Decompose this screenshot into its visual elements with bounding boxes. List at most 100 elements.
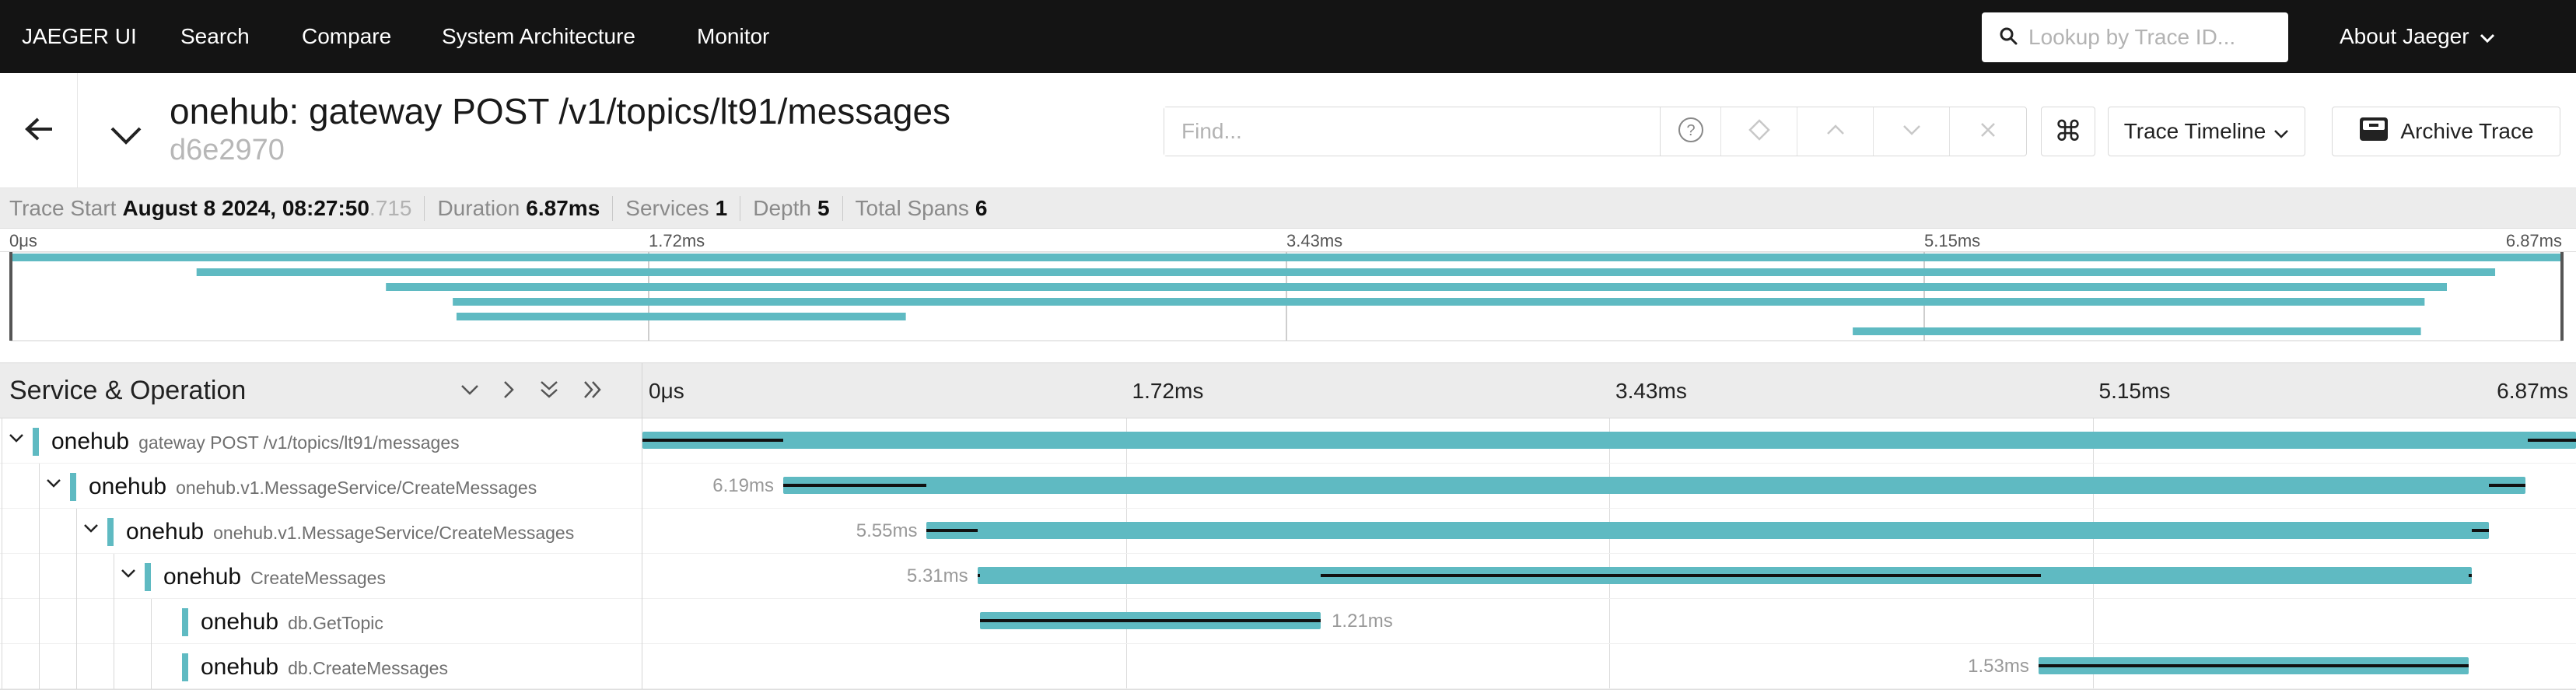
nav-system-architecture[interactable]: System Architecture: [442, 24, 635, 48]
about-jaeger-menu[interactable]: About Jaeger: [2340, 0, 2496, 73]
minimap-span-bar: [453, 298, 2425, 306]
span-row[interactable]: onehub CreateMessages 5.31ms: [0, 554, 2576, 599]
span-self-time-line: [977, 574, 981, 577]
service-name: onehub: [51, 429, 130, 454]
span-toggle[interactable]: [5, 428, 28, 451]
trace-id-lookup[interactable]: [1982, 12, 2288, 62]
indent-guide: [39, 509, 40, 554]
span-row[interactable]: onehub gateway POST /v1/topics/lt91/messa…: [0, 418, 2576, 464]
previous-match-button[interactable]: [1797, 107, 1874, 156]
trace-summary: Trace Start August 8 2024, 08:27:50.715 …: [0, 188, 2576, 229]
span-name-cell: onehub onehub.v1.MessageService/CreateMes…: [0, 464, 642, 509]
minimap-tick-label: 0μs: [9, 231, 37, 250]
next-match-button[interactable]: [1874, 107, 1950, 156]
span-name-cell: onehub gateway POST /v1/topics/lt91/messa…: [0, 418, 642, 464]
span-row[interactable]: onehub onehub.v1.MessageService/CreateMes…: [0, 509, 2576, 554]
span-self-time-line: [2488, 484, 2525, 487]
nav-compare[interactable]: Compare: [302, 24, 392, 48]
span-duration-label: 1.53ms: [1968, 656, 2029, 677]
span-service-operation[interactable]: onehub db.GetTopic: [201, 609, 383, 635]
minimap-tick-label: 6.87ms: [2505, 231, 2562, 250]
about-jaeger-label: About Jaeger: [2340, 24, 2469, 48]
service-name: onehub: [201, 654, 279, 680]
span-row[interactable]: onehub db.CreateMessages 1.53ms: [0, 644, 2576, 689]
brand-link[interactable]: JAEGER UI: [22, 24, 137, 48]
minimap-graph[interactable]: [0, 252, 2576, 347]
span-service-operation[interactable]: onehub gateway POST /v1/topics/lt91/messa…: [51, 429, 460, 455]
archive-trace-label: Archive Trace: [2400, 119, 2534, 143]
minimap-span-bar: [386, 283, 2447, 291]
operation-name: onehub.v1.MessageService/CreateMessages: [213, 523, 575, 543]
collapse-all-button[interactable]: [535, 377, 563, 405]
span-row[interactable]: onehub onehub.v1.MessageService/CreateMes…: [0, 464, 2576, 509]
view-mode-select[interactable]: Trace Timeline: [2108, 107, 2305, 156]
bottom-border: [0, 689, 2576, 700]
chevron-down-icon: [82, 523, 100, 537]
minimap-tick-label: 1.72ms: [649, 231, 705, 250]
span-row[interactable]: onehub db.GetTopic 1.21ms: [0, 599, 2576, 644]
collapse-one-button[interactable]: [456, 377, 484, 405]
span-duration-label: 5.31ms: [906, 565, 968, 586]
span-self-time-line: [2038, 664, 2469, 667]
span-self-time-line: [782, 484, 927, 487]
span-bar[interactable]: [926, 522, 2489, 539]
span-service-operation[interactable]: onehub onehub.v1.MessageService/CreateMes…: [89, 474, 537, 500]
indent-guide: [76, 644, 77, 689]
timeline-tick-label: 5.15ms: [2098, 379, 2171, 403]
span-toggle[interactable]: [117, 563, 140, 586]
total-spans-value: 6: [975, 195, 988, 220]
find-help-button[interactable]: ?: [1661, 107, 1721, 156]
keyboard-shortcuts-button[interactable]: ⌘: [2041, 107, 2095, 156]
span-toggle[interactable]: [42, 473, 65, 496]
services-value: 1: [715, 195, 728, 220]
span-service-operation[interactable]: onehub onehub.v1.MessageService/CreateMes…: [126, 519, 574, 545]
question-circle-icon: ?: [1677, 116, 1705, 148]
span-self-time-line: [2469, 574, 2473, 577]
svg-text:?: ?: [1686, 122, 1695, 139]
span-bar[interactable]: [642, 432, 2576, 449]
find-bar: ?: [1164, 107, 2027, 156]
back-button[interactable]: [0, 73, 78, 188]
chevron-down-icon: [8, 432, 25, 447]
span-service-operation[interactable]: onehub db.CreateMessages: [201, 654, 448, 681]
span-rows: onehub gateway POST /v1/topics/lt91/messa…: [0, 418, 2576, 689]
trace-id-input[interactable]: [2028, 25, 2277, 50]
span-name-cell: onehub CreateMessages: [0, 554, 642, 599]
span-self-time-line: [926, 529, 978, 532]
trace-minimap[interactable]: 0μs 1.72ms 3.43ms 5.15ms 6.87ms: [0, 229, 2576, 347]
services-label: Services: [625, 195, 709, 220]
timeline-header: Service & Operation 0μs 1.72ms 3.43ms 5.15m…: [0, 362, 2576, 419]
expand-one-button[interactable]: [495, 377, 523, 405]
timeline-grid-line: [1125, 418, 1127, 689]
operation-name: gateway POST /v1/topics/lt91/messages: [138, 432, 460, 453]
span-service-operation[interactable]: onehub CreateMessages: [163, 564, 386, 590]
span-self-time-line: [2472, 529, 2489, 532]
span-duration-label: 6.19ms: [712, 475, 774, 496]
collapse-header-button[interactable]: [101, 112, 151, 162]
find-input[interactable]: [1164, 107, 1661, 156]
expand-all-button[interactable]: [579, 377, 607, 405]
span-toggle[interactable]: [79, 518, 103, 541]
indent-guide: [76, 554, 77, 599]
span-self-time-line: [642, 439, 783, 442]
minimap-range-handle[interactable]: [2560, 252, 2564, 341]
chevron-up-icon: [1825, 124, 1846, 140]
indent-guide: [151, 599, 152, 644]
archive-trace-button[interactable]: Archive Trace: [2332, 107, 2560, 156]
nav-monitor[interactable]: Monitor: [697, 24, 770, 48]
view-mode-label: Trace Timeline: [2123, 119, 2266, 143]
timeline-tick-label: 3.43ms: [1615, 379, 1687, 403]
span-bar[interactable]: [782, 477, 2525, 494]
minimap-range-handle[interactable]: [9, 252, 12, 341]
depth-value: 5: [817, 195, 830, 220]
chevron-down-icon: [109, 124, 143, 150]
focus-match-button[interactable]: [1721, 107, 1797, 156]
timeline-tick-label: 0μs: [649, 379, 684, 403]
minimap-tick-label: 3.43ms: [1286, 231, 1343, 250]
clear-find-button[interactable]: [1950, 107, 2026, 156]
minimap-ticks: 0μs 1.72ms 3.43ms 5.15ms 6.87ms: [0, 229, 2576, 252]
indent-guide: [76, 599, 77, 644]
service-operation-header: Service & Operation: [0, 363, 642, 419]
service-color-marker: [70, 473, 76, 501]
nav-search[interactable]: Search: [180, 24, 250, 48]
